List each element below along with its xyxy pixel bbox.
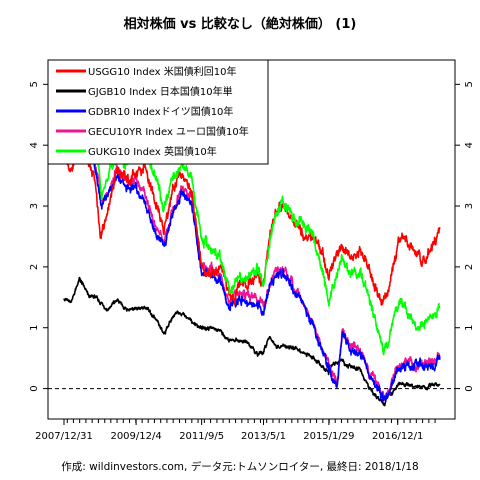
chart-title: 相対株価 vs 比較なし（絶対株価） (1) [124, 16, 357, 32]
x-tick-label: 2009/12/4 [110, 431, 161, 442]
y-tick-label-left: 1 [29, 325, 40, 331]
legend-label: USGG10 Index 米国債利回10年 [88, 65, 237, 78]
legend-label: GJGB10 Index 日本国債10年単 [88, 85, 233, 98]
x-tick-label: 2015/1/29 [303, 431, 354, 442]
y-tick-label-left: 5 [29, 81, 40, 87]
y-tick-label-right: 5 [464, 81, 475, 87]
legend-label: GDBR10 Indexドイツ国債10年 [88, 105, 233, 118]
footer-source: 作成: wildinvestors.com, データ元:トムソンロイター, 最終… [61, 460, 418, 473]
legend-label: GECU10YR Index ユーロ国債10年 [88, 125, 249, 138]
y-tick-label-right: 0 [464, 385, 475, 391]
x-tick-label: 2007/12/31 [35, 431, 93, 442]
y-tick-label-right: 4 [464, 142, 475, 148]
legend: USGG10 Index 米国債利回10年 GJGB10 Index 日本国債10… [47, 59, 269, 165]
y-tick-label-left: 0 [29, 385, 40, 391]
y-tick-label-left: 2 [29, 264, 40, 270]
x-tick-label: 2011/9/5 [179, 431, 224, 442]
x-tick-label: 2013/5/1 [241, 431, 286, 442]
y-tick-label-right: 3 [464, 203, 475, 209]
series-line [63, 109, 441, 402]
series-line [63, 276, 441, 407]
series-line [63, 140, 441, 306]
x-tick-label: 2016/12/1 [372, 431, 423, 442]
y-tick-label-right: 1 [464, 325, 475, 331]
y-tick-label-left: 3 [29, 203, 40, 209]
legend-label: GUKG10 Index 英国債10年 [88, 145, 217, 158]
y-tick-label-right: 2 [464, 264, 475, 270]
y-axis-left: 0 1 2 3 4 5 [29, 81, 48, 392]
y-axis-right: 0 1 2 3 4 5 [455, 81, 475, 392]
y-tick-label-left: 4 [29, 142, 40, 148]
x-axis: 2007/12/31 2009/12/4 2011/9/5 2013/5/1 2015/… [35, 419, 436, 442]
